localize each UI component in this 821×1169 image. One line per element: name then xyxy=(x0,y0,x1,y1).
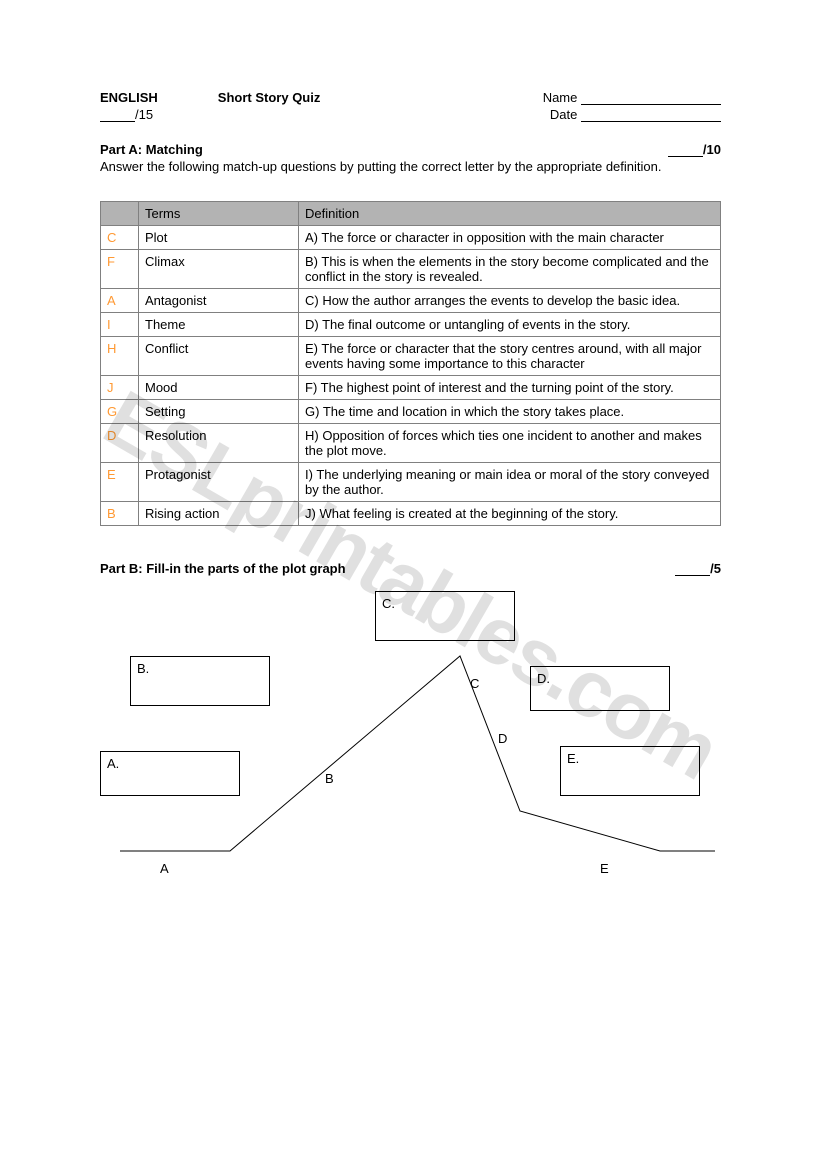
definition-cell: B) This is when the elements in the stor… xyxy=(299,249,721,288)
table-row: CPlotA) The force or character in opposi… xyxy=(101,225,721,249)
table-row: IThemeD) The final outcome or untangling… xyxy=(101,312,721,336)
total-score: /15 xyxy=(100,107,153,122)
part-a-heading: Part A: Matching xyxy=(100,142,203,157)
term-cell: Rising action xyxy=(139,501,299,525)
table-row: EProtagonistI) The underlying meaning or… xyxy=(101,462,721,501)
plot-diagram: A. B. C. D. E. A B C D E xyxy=(100,591,720,891)
col-blank xyxy=(101,201,139,225)
name-label: Name xyxy=(543,90,578,105)
plot-box-d[interactable]: D. xyxy=(530,666,670,711)
header-left: ENGLISH Short Story Quiz xyxy=(100,90,320,105)
part-b-score-blank[interactable] xyxy=(675,564,710,576)
part-b-points: /5 xyxy=(710,561,721,576)
answer-cell[interactable]: E xyxy=(101,462,139,501)
definition-cell: C) How the author arranges the events to… xyxy=(299,288,721,312)
date-label: Date xyxy=(550,107,577,122)
plot-box-a[interactable]: A. xyxy=(100,751,240,796)
part-b-header: Part B: Fill-in the parts of the plot gr… xyxy=(100,561,721,576)
part-a-instructions: Answer the following match-up questions … xyxy=(100,159,721,176)
term-cell: Theme xyxy=(139,312,299,336)
answer-cell[interactable]: J xyxy=(101,375,139,399)
answer-cell[interactable]: B xyxy=(101,501,139,525)
table-header-row: Terms Definition xyxy=(101,201,721,225)
total-score-blank[interactable] xyxy=(100,110,135,122)
term-cell: Plot xyxy=(139,225,299,249)
point-label-d: D xyxy=(498,731,507,746)
point-label-e: E xyxy=(600,861,609,876)
definition-cell: J) What feeling is created at the beginn… xyxy=(299,501,721,525)
name-blank[interactable] xyxy=(581,93,721,105)
table-row: JMoodF) The highest point of interest an… xyxy=(101,375,721,399)
definition-cell: I) The underlying meaning or main idea o… xyxy=(299,462,721,501)
header-row-1: ENGLISH Short Story Quiz Name xyxy=(100,90,721,105)
point-label-c: C xyxy=(470,676,479,691)
term-cell: Conflict xyxy=(139,336,299,375)
plot-box-c[interactable]: C. xyxy=(375,591,515,641)
col-terms: Terms xyxy=(139,201,299,225)
answer-cell[interactable]: A xyxy=(101,288,139,312)
answer-cell[interactable]: H xyxy=(101,336,139,375)
term-cell: Climax xyxy=(139,249,299,288)
header-row-2: /15 Date xyxy=(100,107,721,122)
plot-box-b[interactable]: B. xyxy=(130,656,270,706)
table-row: DResolutionH) Opposition of forces which… xyxy=(101,423,721,462)
definition-cell: H) Opposition of forces which ties one i… xyxy=(299,423,721,462)
term-cell: Protagonist xyxy=(139,462,299,501)
part-a-header: Part A: Matching /10 xyxy=(100,142,721,157)
part-b: Part B: Fill-in the parts of the plot gr… xyxy=(100,561,721,891)
answer-cell[interactable]: F xyxy=(101,249,139,288)
date-blank[interactable] xyxy=(581,110,721,122)
definition-cell: A) The force or character in opposition … xyxy=(299,225,721,249)
answer-cell[interactable]: G xyxy=(101,399,139,423)
definition-cell: F) The highest point of interest and the… xyxy=(299,375,721,399)
table-row: FClimaxB) This is when the elements in t… xyxy=(101,249,721,288)
table-row: AAntagonistC) How the author arranges th… xyxy=(101,288,721,312)
table-row: GSettingG) The time and location in whic… xyxy=(101,399,721,423)
answer-cell[interactable]: C xyxy=(101,225,139,249)
answer-cell[interactable]: I xyxy=(101,312,139,336)
col-definition: Definition xyxy=(299,201,721,225)
definition-cell: G) The time and location in which the st… xyxy=(299,399,721,423)
definition-cell: D) The final outcome or untangling of ev… xyxy=(299,312,721,336)
subject-label: ENGLISH xyxy=(100,90,158,105)
worksheet-page: ENGLISH Short Story Quiz Name /15 Date P… xyxy=(0,0,821,931)
name-field: Name xyxy=(543,90,721,105)
term-cell: Resolution xyxy=(139,423,299,462)
definition-cell: E) The force or character that the story… xyxy=(299,336,721,375)
part-a-points: /10 xyxy=(703,142,721,157)
plot-box-e[interactable]: E. xyxy=(560,746,700,796)
matching-table: Terms Definition CPlotA) The force or ch… xyxy=(100,201,721,526)
date-field: Date xyxy=(550,107,721,122)
part-a-score: /10 xyxy=(668,142,721,157)
table-row: BRising actionJ) What feeling is created… xyxy=(101,501,721,525)
part-b-score: /5 xyxy=(675,561,721,576)
point-label-b: B xyxy=(325,771,334,786)
answer-cell[interactable]: D xyxy=(101,423,139,462)
part-a-score-blank[interactable] xyxy=(668,145,703,157)
term-cell: Antagonist xyxy=(139,288,299,312)
quiz-title: Short Story Quiz xyxy=(218,90,321,105)
part-b-heading: Part B: Fill-in the parts of the plot gr… xyxy=(100,561,346,576)
point-label-a: A xyxy=(160,861,169,876)
term-cell: Mood xyxy=(139,375,299,399)
total-points: /15 xyxy=(135,107,153,122)
term-cell: Setting xyxy=(139,399,299,423)
table-row: HConflictE) The force or character that … xyxy=(101,336,721,375)
